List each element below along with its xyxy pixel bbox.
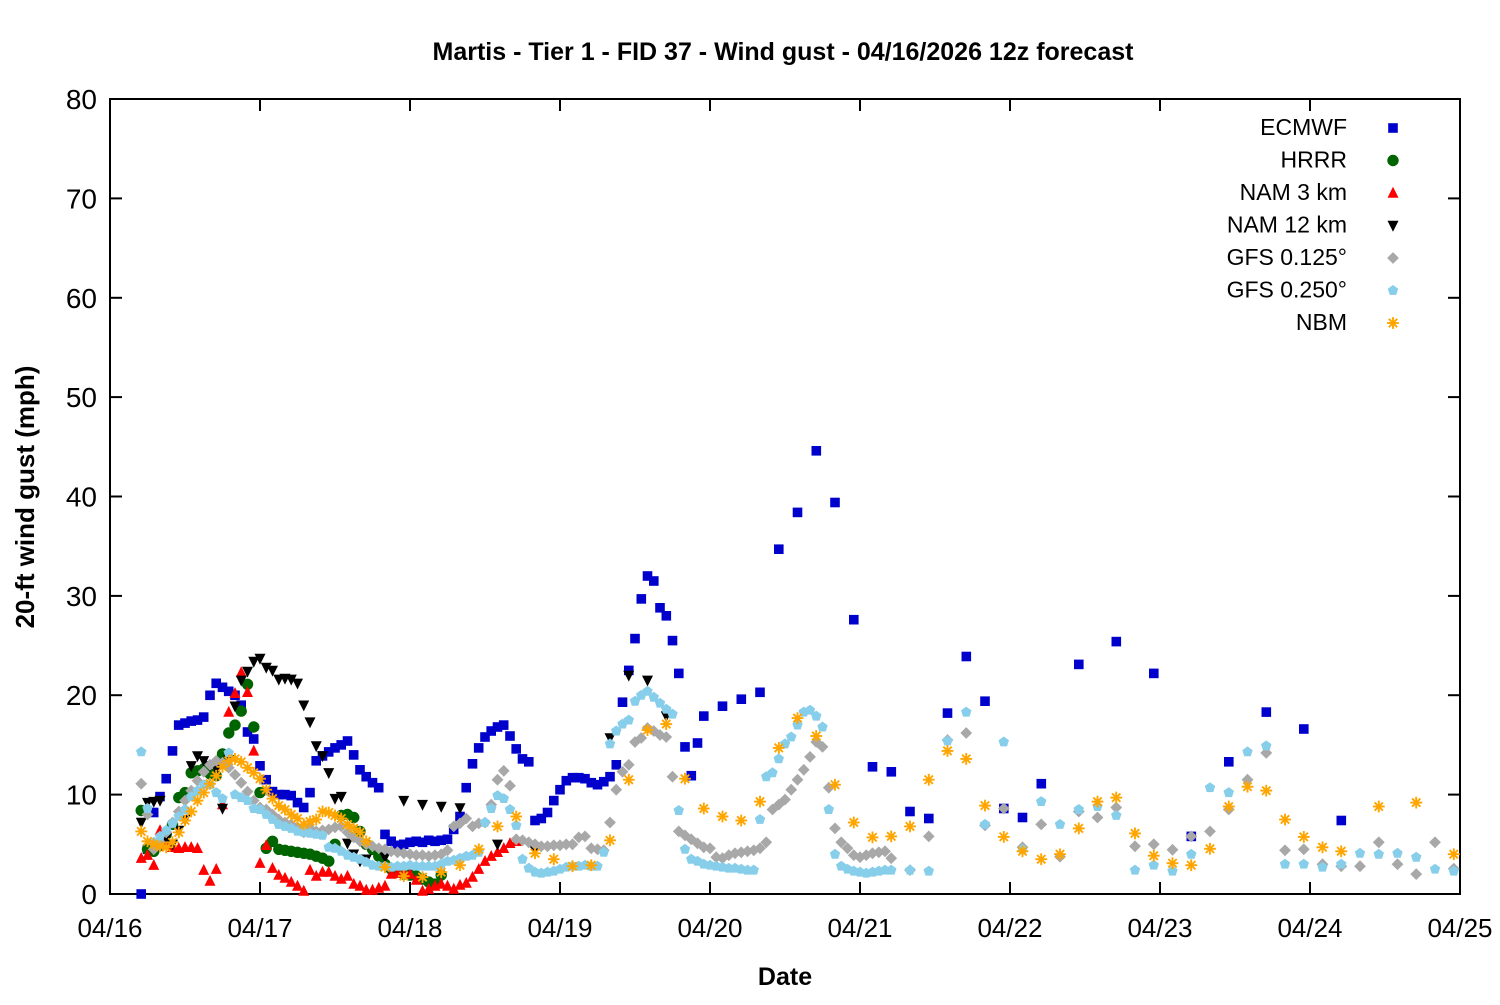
svg-text:60: 60 <box>66 283 97 314</box>
svg-text:04/25: 04/25 <box>1427 913 1492 943</box>
svg-text:Martis - Tier 1 - FID 37 - Win: Martis - Tier 1 - FID 37 - Wind gust - 0… <box>433 38 1135 66</box>
svg-text:10: 10 <box>66 780 97 811</box>
svg-text:04/16: 04/16 <box>77 913 142 943</box>
svg-text:HRRR: HRRR <box>1281 147 1347 173</box>
svg-text:04/24: 04/24 <box>1277 913 1342 943</box>
svg-text:50: 50 <box>66 382 97 413</box>
svg-text:20-ft wind gust (mph): 20-ft wind gust (mph) <box>10 366 40 629</box>
svg-text:04/21: 04/21 <box>827 913 892 943</box>
svg-text:04/17: 04/17 <box>227 913 292 943</box>
svg-text:40: 40 <box>66 482 97 513</box>
svg-text:NAM 3 km: NAM 3 km <box>1240 179 1347 205</box>
svg-text:ECMWF: ECMWF <box>1260 114 1347 140</box>
svg-text:70: 70 <box>66 183 97 214</box>
svg-text:0: 0 <box>81 879 97 910</box>
svg-text:GFS 0.125°: GFS 0.125° <box>1227 244 1347 270</box>
svg-text:GFS 0.250°: GFS 0.250° <box>1227 277 1347 303</box>
svg-text:Date: Date <box>758 963 812 991</box>
svg-text:80: 80 <box>66 84 97 115</box>
svg-text:04/22: 04/22 <box>977 913 1042 943</box>
svg-text:04/20: 04/20 <box>677 913 742 943</box>
svg-text:04/18: 04/18 <box>377 913 442 943</box>
svg-text:20: 20 <box>66 680 97 711</box>
svg-text:30: 30 <box>66 581 97 612</box>
svg-text:NBM: NBM <box>1296 309 1347 335</box>
svg-text:NAM 12 km: NAM 12 km <box>1227 212 1347 238</box>
svg-text:04/19: 04/19 <box>527 913 592 943</box>
svg-text:04/23: 04/23 <box>1127 913 1192 943</box>
